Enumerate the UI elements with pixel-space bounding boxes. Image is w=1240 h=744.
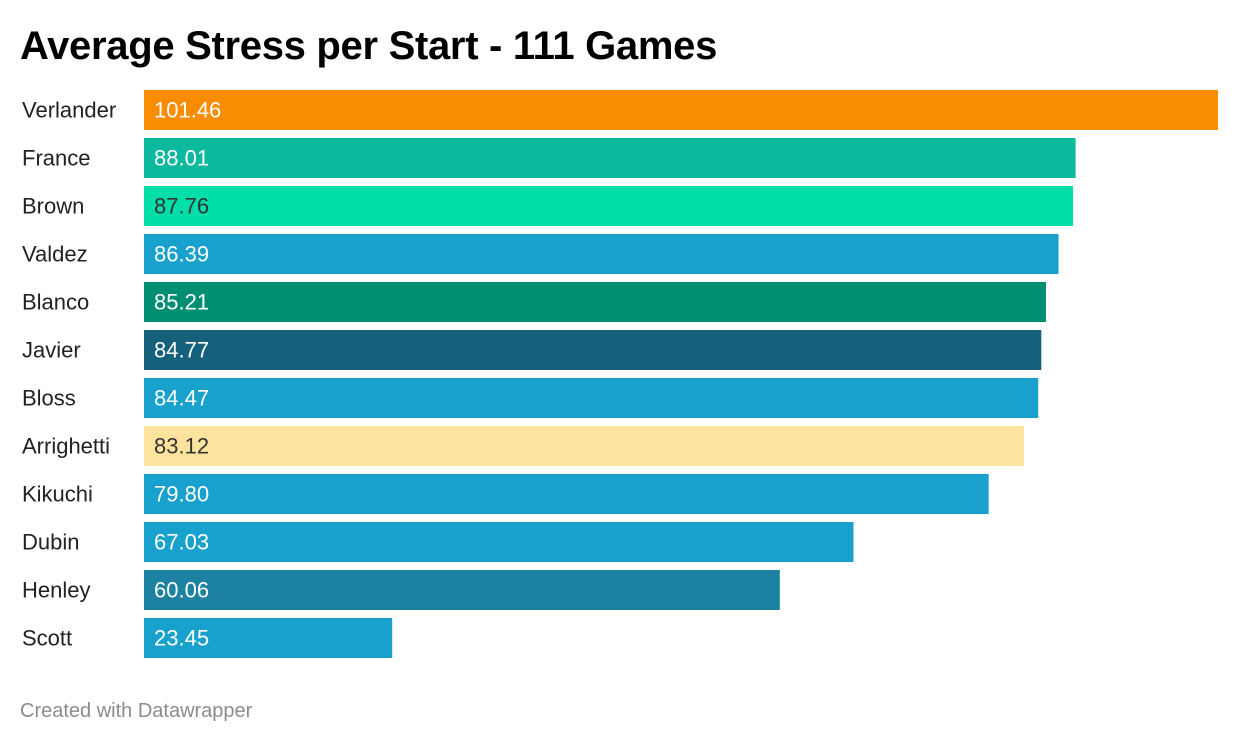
bar-row: Blanco 85.21 <box>22 282 1046 322</box>
value-label: 83.12 <box>154 434 209 459</box>
category-label: Kikuchi <box>22 482 93 507</box>
bar-row: Dubin 67.03 <box>22 522 854 562</box>
bar-row: Arrighetti 83.12 <box>22 426 1024 466</box>
category-label: Javier <box>22 338 81 363</box>
category-label: Bloss <box>22 386 76 411</box>
bar-row: Javier 84.77 <box>22 330 1042 370</box>
category-label: Verlander <box>22 98 116 123</box>
category-label: Henley <box>22 578 90 603</box>
value-label: 84.47 <box>154 386 209 411</box>
bar <box>144 186 1073 226</box>
bar-row: Bloss 84.47 <box>22 378 1039 418</box>
value-label: 87.76 <box>154 194 209 219</box>
category-label: Scott <box>22 626 72 651</box>
category-label: France <box>22 146 90 171</box>
value-label: 67.03 <box>154 530 209 555</box>
value-label: 88.01 <box>154 146 209 171</box>
chart-title: Average Stress per Start - 111 Games <box>20 24 718 68</box>
category-label: Dubin <box>22 530 79 555</box>
bar <box>144 330 1042 370</box>
value-label: 85.21 <box>154 290 209 315</box>
bar-row: France 88.01 <box>22 138 1076 178</box>
bar-row: Kikuchi 79.80 <box>22 474 989 514</box>
bar-row: Scott 23.45 <box>22 618 393 658</box>
credit-footer: Created with Datawrapper <box>20 700 253 722</box>
bar-row: Verlander 101.46 <box>22 90 1218 130</box>
category-label: Valdez <box>22 242 88 267</box>
bar <box>144 90 1218 130</box>
value-label: 101.46 <box>154 98 221 123</box>
bar <box>144 138 1076 178</box>
category-label: Blanco <box>22 290 89 315</box>
bar-chart: Verlander 101.46 France 88.01 Brown 87.76 Vald… <box>22 90 1218 658</box>
bar <box>144 426 1024 466</box>
bar-row: Henley 60.06 <box>22 570 780 610</box>
value-label: 84.77 <box>154 338 209 363</box>
bar-row: Valdez 86.39 <box>22 234 1059 274</box>
bar <box>144 618 393 658</box>
bar <box>144 378 1039 418</box>
bar <box>144 282 1046 322</box>
value-label: 79.80 <box>154 482 209 507</box>
value-label: 86.39 <box>154 242 209 267</box>
value-label: 23.45 <box>154 626 209 651</box>
category-label: Arrighetti <box>22 434 110 459</box>
bar <box>144 570 780 610</box>
bar <box>144 234 1059 274</box>
bar-row: Brown 87.76 <box>22 186 1073 226</box>
bar <box>144 522 854 562</box>
category-label: Brown <box>22 194 84 219</box>
value-label: 60.06 <box>154 578 209 603</box>
bar <box>144 474 989 514</box>
